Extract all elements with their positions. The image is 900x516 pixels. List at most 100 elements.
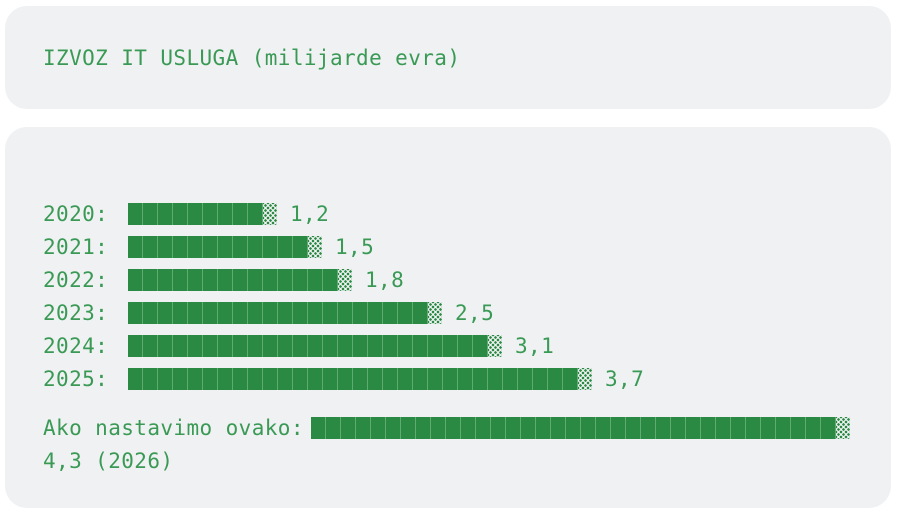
bar-segment — [143, 269, 158, 291]
value-label: 2,5 — [455, 301, 495, 325]
bar-segment — [325, 417, 341, 439]
bar-segment — [233, 335, 248, 357]
bar-segment — [398, 368, 413, 390]
bar-segment — [428, 335, 443, 357]
bar-segment — [715, 417, 731, 439]
bar — [128, 302, 442, 324]
bar-segment — [595, 417, 611, 439]
bar-segment — [443, 335, 458, 357]
bar-segment — [460, 417, 476, 439]
bar-segment — [745, 417, 761, 439]
projection-value-label: 4,3 (2026) — [43, 449, 174, 473]
bar-segment — [278, 368, 293, 390]
bar-segment — [188, 302, 203, 324]
bar-segment — [820, 417, 836, 439]
bar-segment — [580, 417, 596, 439]
bar-segment — [310, 417, 326, 439]
bar-segment — [338, 302, 353, 324]
bar-segment — [775, 417, 791, 439]
bar-segment — [383, 302, 398, 324]
bar-segment — [143, 302, 158, 324]
bar-segment — [445, 417, 461, 439]
bar-segment — [293, 269, 308, 291]
bar-segment — [218, 269, 233, 291]
value-label: 3,7 — [605, 367, 645, 391]
bar-segment — [233, 368, 248, 390]
bar-segment-partial — [263, 203, 277, 225]
chart-row: 2025: 3,7 — [43, 367, 891, 391]
bar-segment — [625, 417, 641, 439]
bar-segment — [308, 368, 323, 390]
year-label: 2020: — [43, 202, 109, 226]
bar-segment — [248, 236, 263, 258]
bar-segment — [323, 302, 338, 324]
bar-segment — [233, 236, 248, 258]
bar-segment — [188, 335, 203, 357]
bar-segment — [158, 236, 173, 258]
bar-segment — [143, 236, 158, 258]
bar-segment — [323, 368, 338, 390]
bar-segment — [158, 335, 173, 357]
value-label: 1,2 — [290, 202, 330, 226]
bar-segment — [685, 417, 701, 439]
bar-segment — [548, 368, 563, 390]
bar-segment — [173, 203, 188, 225]
bar-segment — [790, 417, 806, 439]
bar-segment — [143, 335, 158, 357]
bar-segment — [370, 417, 386, 439]
bar-segment — [413, 335, 428, 357]
bar-segment — [550, 417, 566, 439]
bar-segment — [293, 368, 308, 390]
bar-segment — [248, 368, 263, 390]
bar-segment — [128, 236, 143, 258]
bar-segment — [158, 302, 173, 324]
chart-row: 2023: 2,5 — [43, 301, 891, 325]
bar-segment — [398, 302, 413, 324]
bar-segment — [505, 417, 521, 439]
bar — [128, 203, 277, 225]
bar-segment — [218, 236, 233, 258]
bar-segment — [128, 368, 143, 390]
bar-segment — [700, 417, 716, 439]
bar-segment — [503, 368, 518, 390]
value-label: 1,5 — [335, 235, 375, 259]
bar-segment — [143, 203, 158, 225]
bar-segment — [610, 417, 626, 439]
bar — [128, 269, 352, 291]
bar-segment — [563, 368, 578, 390]
bar-segment — [323, 269, 338, 291]
bar-segment — [383, 335, 398, 357]
bar-segment — [278, 236, 293, 258]
chart-row: 2021: 1,5 — [43, 235, 891, 259]
bar-segment-partial — [835, 417, 850, 439]
bar-segment — [158, 269, 173, 291]
bar-segment — [535, 417, 551, 439]
bar-segment — [533, 368, 548, 390]
bar-segment — [203, 203, 218, 225]
bar-segment — [428, 368, 443, 390]
bar-segment — [158, 203, 173, 225]
bar-segment — [458, 335, 473, 357]
bar-segment — [338, 335, 353, 357]
bar — [128, 335, 502, 357]
bar-segment — [278, 269, 293, 291]
bar-segment — [173, 335, 188, 357]
bar-segment — [233, 302, 248, 324]
bar-segment — [248, 203, 263, 225]
chart-title: IZVOZ IT USLUGA (milijarde evra) — [43, 45, 461, 70]
bar-segment — [233, 203, 248, 225]
year-label: 2022: — [43, 268, 109, 292]
bar-segment — [218, 368, 233, 390]
chart-row: 2022: 1,8 — [43, 268, 891, 292]
bar-segment — [565, 417, 581, 439]
bar-segment — [458, 368, 473, 390]
bar-segment — [443, 368, 458, 390]
chart-row: 2020: 1,2 — [43, 202, 891, 226]
bar-segment — [400, 417, 416, 439]
bar-segment — [128, 269, 143, 291]
year-label: 2023: — [43, 301, 109, 325]
bar-chart: 2020: 1,2 2021: 1,5 2022: 1,8 2023: 2,5 2024: 3,1… — [43, 202, 891, 391]
bar-segment — [218, 302, 233, 324]
year-label: 2024: — [43, 334, 109, 358]
bar-segment — [263, 236, 278, 258]
